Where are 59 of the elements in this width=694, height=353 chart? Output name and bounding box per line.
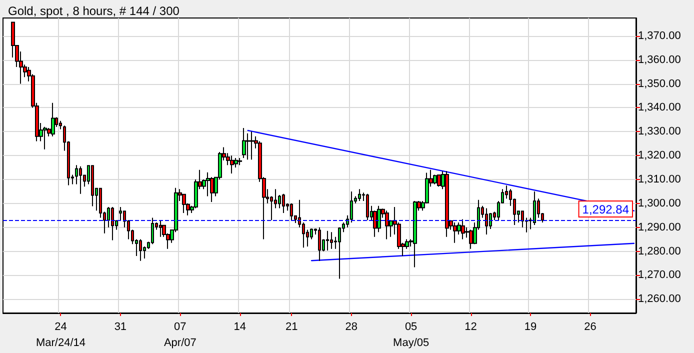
y-tick-label: 1,260.00 (638, 293, 681, 306)
candlestick (59, 120, 62, 130)
candlestick (453, 222, 457, 244)
candlestick (485, 208, 488, 236)
x-tick-label: 24 Mar/24/14 (36, 321, 86, 349)
y-tick-label: 1,340.00 (638, 102, 681, 114)
candlestick (290, 202, 293, 221)
x-tick-label: 05 May/05 (393, 321, 430, 349)
candlestick (210, 176, 214, 202)
candlestick (445, 170, 449, 238)
candlestick (461, 218, 465, 240)
y-tick-label: 1,300.00 (638, 197, 681, 210)
candlestick (238, 157, 242, 166)
y-tick-label: 1,280.00 (638, 245, 681, 258)
ref-line-label: 1,292.84 (582, 202, 630, 217)
candlestick (326, 230, 329, 252)
candlestick (242, 128, 246, 158)
candlestick (43, 126, 47, 150)
x-tick-label: 26 (584, 321, 596, 333)
candlestick (413, 200, 417, 268)
y-tick-label: 1,270.00 (638, 269, 681, 282)
y-tick-label: 1,320.00 (638, 150, 681, 162)
candlestick (282, 193, 285, 214)
candlestick (437, 174, 441, 188)
chart-title: Gold, spot , 8 hours, # 144 / 300 (8, 4, 180, 18)
candlestick (330, 232, 333, 250)
candlestick (111, 206, 114, 241)
candlestick (139, 238, 142, 262)
candlestick (358, 188, 361, 202)
candlestick (51, 102, 55, 137)
y-tick-label: 1,330.00 (638, 126, 681, 138)
candlestick (151, 217, 154, 245)
candlestick (373, 210, 377, 238)
y-tick-label: 1,370.00 (638, 30, 681, 42)
candlestick (433, 174, 437, 185)
x-tick-label: 12 (464, 321, 477, 333)
candlestick (377, 205, 381, 233)
candlestick (79, 166, 82, 194)
y-tick-label: 1,290.00 (638, 221, 681, 234)
x-tick-label: 28 (345, 321, 358, 333)
x-tick-label: 21 (286, 321, 298, 333)
x-tick-label: 19 (524, 321, 537, 333)
candlestick (250, 131, 254, 160)
candlestick (182, 193, 186, 214)
y-tick-label: 1,350.00 (638, 78, 681, 90)
candlestick (159, 220, 162, 238)
candlestick (318, 226, 321, 262)
candlestick (366, 193, 369, 221)
x-tick-label: 14 (234, 321, 246, 333)
candlestick (533, 190, 536, 226)
candlestick (385, 210, 389, 240)
x-tick-label: 31 (114, 321, 127, 333)
x-tick-label: 07 Apr/07 (164, 321, 196, 349)
y-tick-label: 1,360.00 (638, 54, 681, 66)
candlestick (338, 226, 341, 280)
candlestick (91, 164, 94, 207)
y-tick-label: 1,310.00 (638, 173, 681, 186)
candlestick (350, 190, 353, 224)
candlestick (230, 155, 234, 174)
